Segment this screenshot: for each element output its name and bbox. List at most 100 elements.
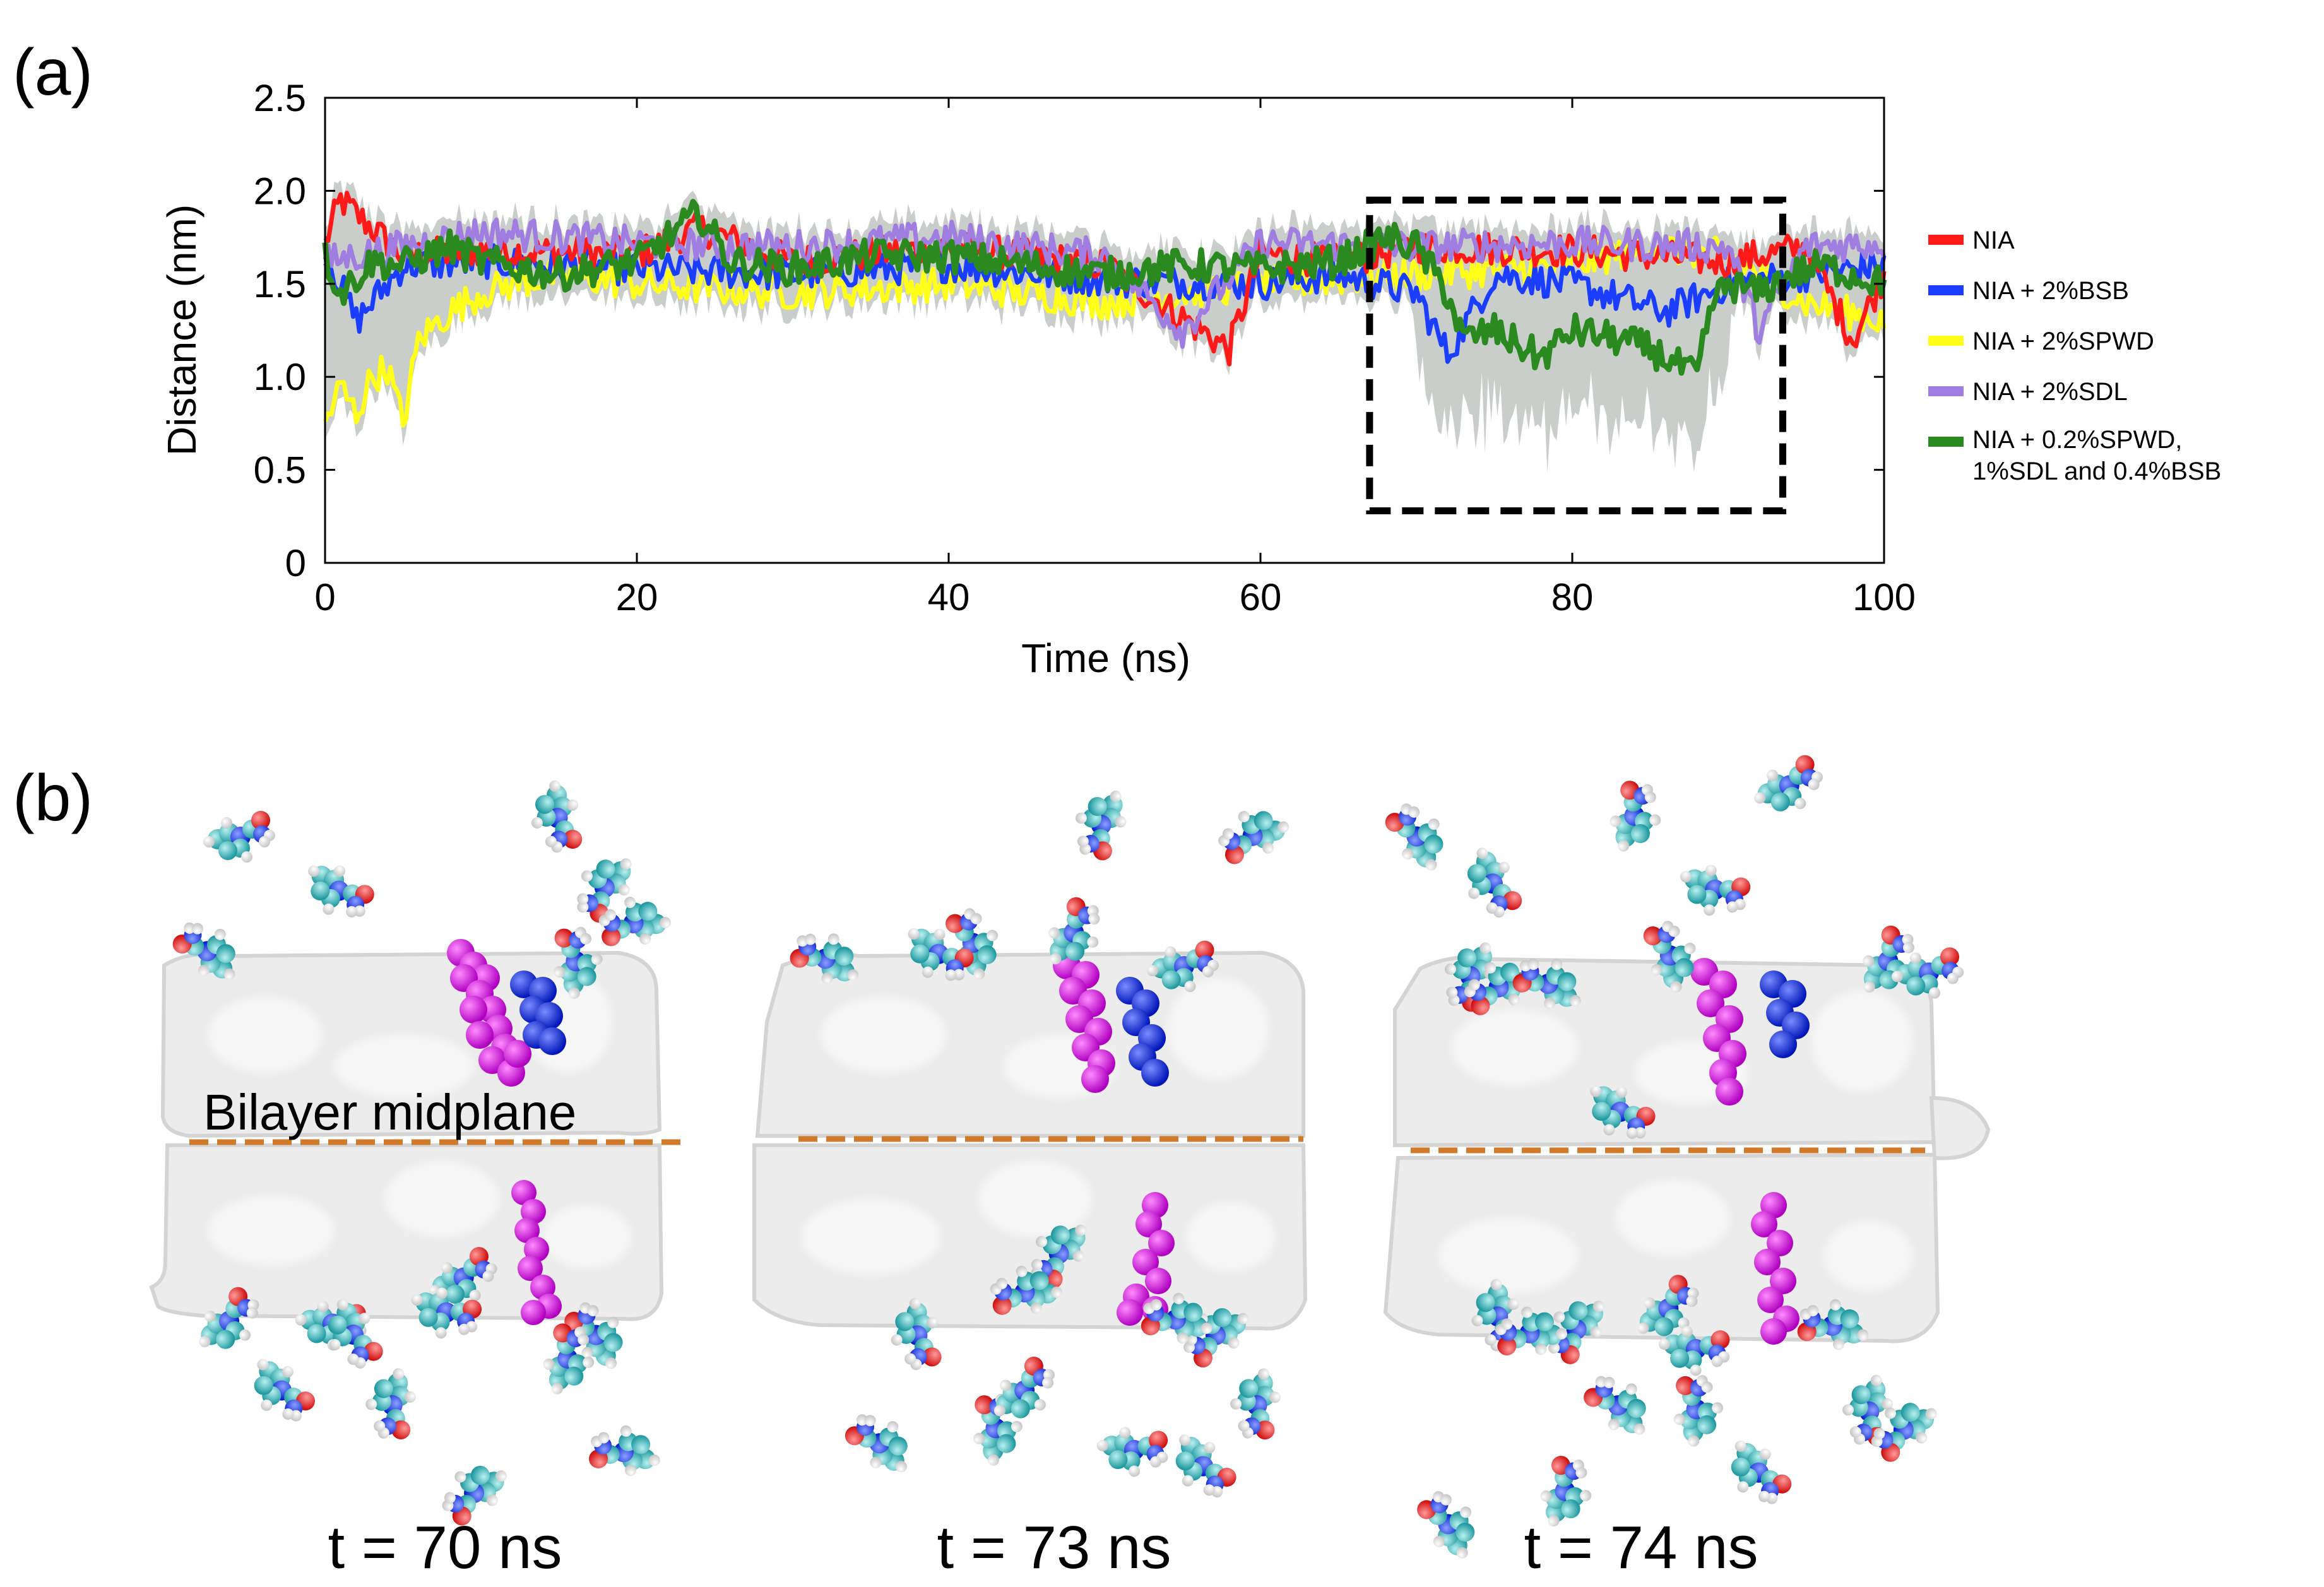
niacinamide-molecule (1540, 1456, 1592, 1527)
atom (251, 811, 270, 830)
surface-texture (802, 978, 1275, 1275)
niacinamide-molecule (199, 1287, 259, 1349)
y-axis-title: Distance (nm) (159, 204, 205, 456)
atom (887, 1421, 899, 1433)
caption-70ns: t = 70 ns (328, 1514, 562, 1581)
niacinamide-molecule (1467, 847, 1522, 918)
atom (1527, 959, 1539, 970)
atom (1925, 1408, 1937, 1420)
series-line-3 (323, 217, 1887, 349)
atom (603, 1333, 623, 1352)
atom (1202, 965, 1214, 977)
atom (821, 972, 833, 984)
atom (591, 953, 603, 965)
niacinamide-molecule (908, 928, 974, 981)
atom (1433, 1535, 1445, 1547)
atom (216, 944, 235, 964)
niacinamide-molecule (254, 1359, 315, 1422)
niacinamide-molecule (1075, 791, 1127, 861)
atom (1569, 994, 1581, 1006)
atom (1758, 1490, 1770, 1502)
atom (638, 902, 658, 921)
atom (1637, 1322, 1649, 1334)
atom (1029, 1271, 1049, 1290)
atom (1476, 1293, 1495, 1313)
atom (1065, 941, 1085, 961)
atom (1177, 1332, 1189, 1344)
atom (1507, 1298, 1519, 1310)
niacinamide-molecule (589, 1425, 660, 1477)
atom (1737, 1481, 1749, 1493)
atom (567, 799, 579, 811)
atom (1269, 1391, 1281, 1403)
atom (1592, 1301, 1604, 1313)
atom (895, 1312, 915, 1331)
atom (1900, 1403, 1920, 1422)
niacinamide-molecule (1096, 1427, 1168, 1477)
atom (1829, 1299, 1841, 1311)
atom (992, 1295, 1012, 1315)
atom (1228, 1337, 1240, 1349)
niacinamide-molecule (1754, 755, 1823, 811)
atom (580, 933, 592, 945)
atom (1770, 792, 1790, 811)
atom (204, 1310, 216, 1322)
atom (987, 929, 999, 941)
atom (1873, 1428, 1885, 1440)
atom (1634, 1127, 1646, 1139)
niacinamide-molecule (531, 780, 583, 853)
atom (1630, 823, 1650, 843)
atom (1590, 1085, 1602, 1097)
atom (996, 1278, 1008, 1290)
atom (545, 835, 557, 847)
niacinamide-molecule (598, 897, 672, 947)
atom (198, 965, 210, 977)
atom (1424, 834, 1444, 854)
magenta-chain-upper (447, 939, 531, 1087)
atom (977, 945, 997, 965)
atom (1863, 955, 1875, 967)
atom (1644, 1297, 1656, 1309)
niacinamide-molecule (790, 933, 859, 984)
atom (554, 928, 574, 948)
atom (1460, 1506, 1472, 1518)
niacinamide-molecule (1218, 811, 1289, 864)
atom (1428, 818, 1440, 830)
atom (1807, 1305, 1819, 1317)
atom (1485, 962, 1497, 974)
atom (1096, 1439, 1108, 1451)
y-tick-label: 2.5 (254, 77, 306, 119)
atom (934, 928, 946, 940)
atom (1476, 847, 1488, 859)
caption-73ns: t = 73 ns (937, 1514, 1171, 1581)
atom (1654, 1317, 1674, 1336)
x-tick-label: 100 (1853, 576, 1916, 618)
niacinamide-molecule (411, 1287, 482, 1339)
atom (1238, 811, 1250, 823)
atom (1673, 1413, 1685, 1425)
niacinamide-molecule (554, 926, 603, 999)
atom (891, 1334, 903, 1346)
niacinamide-molecule (1643, 921, 1696, 993)
atom (1590, 1326, 1602, 1338)
atom (922, 966, 934, 978)
atom (1088, 913, 1100, 925)
atom (418, 1307, 438, 1327)
atom (568, 987, 580, 999)
atom (908, 928, 920, 940)
atom (1468, 887, 1480, 899)
atom (618, 884, 630, 896)
atom (1195, 940, 1214, 960)
atom (1885, 1407, 1897, 1419)
atom (1182, 1475, 1194, 1487)
atom (1680, 871, 1692, 883)
atom (1161, 970, 1181, 989)
atom (282, 1408, 294, 1420)
niacinamide-molecule (365, 1368, 416, 1439)
atom (1863, 981, 1875, 993)
y-tick-label: 1.5 (254, 263, 306, 305)
y-tick-label: 2.0 (254, 170, 306, 212)
legend-label: NIA + 2%SPWD (1972, 327, 2154, 355)
atom (1616, 1086, 1628, 1098)
